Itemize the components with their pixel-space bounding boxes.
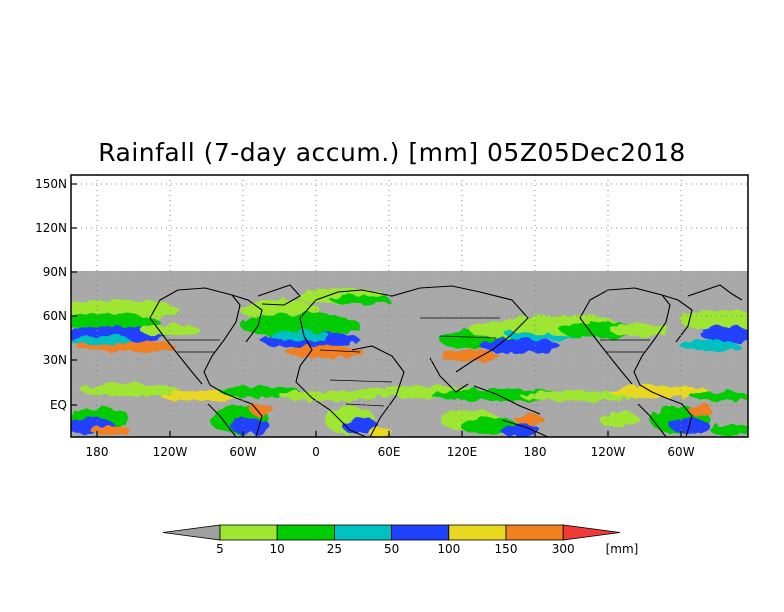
latitude-axis: 150N 120N 90N 60N 30N EQ xyxy=(35,177,77,412)
colorbar-label: 300 xyxy=(552,542,575,556)
colorbar-label: 150 xyxy=(495,542,518,556)
rain-cell xyxy=(71,335,130,345)
rain-cell xyxy=(160,391,240,401)
colorbar-segment xyxy=(448,524,507,541)
rain-cell xyxy=(90,425,130,435)
lat-tick-label: 120N xyxy=(35,221,67,235)
rain-cell xyxy=(80,384,180,396)
colorbar-label: 5 xyxy=(216,542,224,556)
colorbar-segment xyxy=(391,524,450,541)
rain-cell xyxy=(240,313,360,337)
lon-tick-label: 60W xyxy=(667,445,694,459)
coastlines xyxy=(149,284,743,437)
colorbar-label: 100 xyxy=(437,542,460,556)
rain-cell xyxy=(280,391,380,401)
rain-cell xyxy=(680,340,740,352)
rain-cell xyxy=(520,391,640,401)
colorbar-segment xyxy=(276,524,335,541)
longitude-axis: 180 120W 60W 0 60E 120E 180 120W 60W xyxy=(86,431,695,459)
rain-cell xyxy=(700,326,748,342)
rain-cell xyxy=(285,346,365,358)
rain-cell xyxy=(270,331,330,341)
rain-cell xyxy=(250,404,274,416)
lon-tick-label: 120E xyxy=(447,445,478,459)
lon-tick-label: 120W xyxy=(153,445,188,459)
colorbar-segment xyxy=(333,524,392,541)
colorbar-segment xyxy=(219,524,278,541)
rain-cell xyxy=(670,418,710,434)
lon-tick-label: 180 xyxy=(524,445,547,459)
rain-cell xyxy=(71,314,160,330)
lat-tick-label: EQ xyxy=(50,398,67,412)
lat-tick-label: 150N xyxy=(35,177,67,191)
lon-tick-label: 60E xyxy=(378,445,401,459)
lat-tick-label: 60N xyxy=(43,309,67,323)
rain-cell xyxy=(500,424,540,436)
rain-cell xyxy=(688,404,712,416)
rain-cell xyxy=(690,391,748,401)
rain-cell xyxy=(710,424,748,436)
rain-cell xyxy=(610,324,670,336)
map-title: Rainfall (7-day accum.) [mm] 05Z05Dec201… xyxy=(98,138,686,167)
colorbar-label: 10 xyxy=(270,542,285,556)
lon-tick-label: 120W xyxy=(591,445,626,459)
colorbar-high-arrow xyxy=(562,524,621,541)
colorbar-unit: [mm] xyxy=(606,542,639,556)
lat-tick-label: 90N xyxy=(43,265,67,279)
graticule xyxy=(71,175,748,437)
no-data-field xyxy=(71,271,748,437)
rainfall-field xyxy=(71,288,748,437)
rain-cell xyxy=(515,415,545,425)
colorbar-label: 50 xyxy=(384,542,399,556)
rain-cell xyxy=(480,338,560,354)
plot-frame xyxy=(70,174,749,438)
colorbar-label: 25 xyxy=(327,542,342,556)
lon-tick-label: 0 xyxy=(312,445,320,459)
colorbar-segment xyxy=(505,524,564,541)
lat-tick-label: 30N xyxy=(43,353,67,367)
rain-cell xyxy=(680,310,748,330)
rain-cell xyxy=(230,418,270,434)
colorbar: 5 10 25 50 100 150 300 [mm] xyxy=(162,524,639,556)
colorbar-low-arrow xyxy=(162,524,221,541)
rain-cell xyxy=(330,295,390,305)
lon-tick-label: 180 xyxy=(86,445,109,459)
lon-tick-label: 60W xyxy=(229,445,256,459)
rain-cell xyxy=(600,412,640,428)
rain-cell xyxy=(220,386,300,398)
rain-cell xyxy=(610,386,710,398)
